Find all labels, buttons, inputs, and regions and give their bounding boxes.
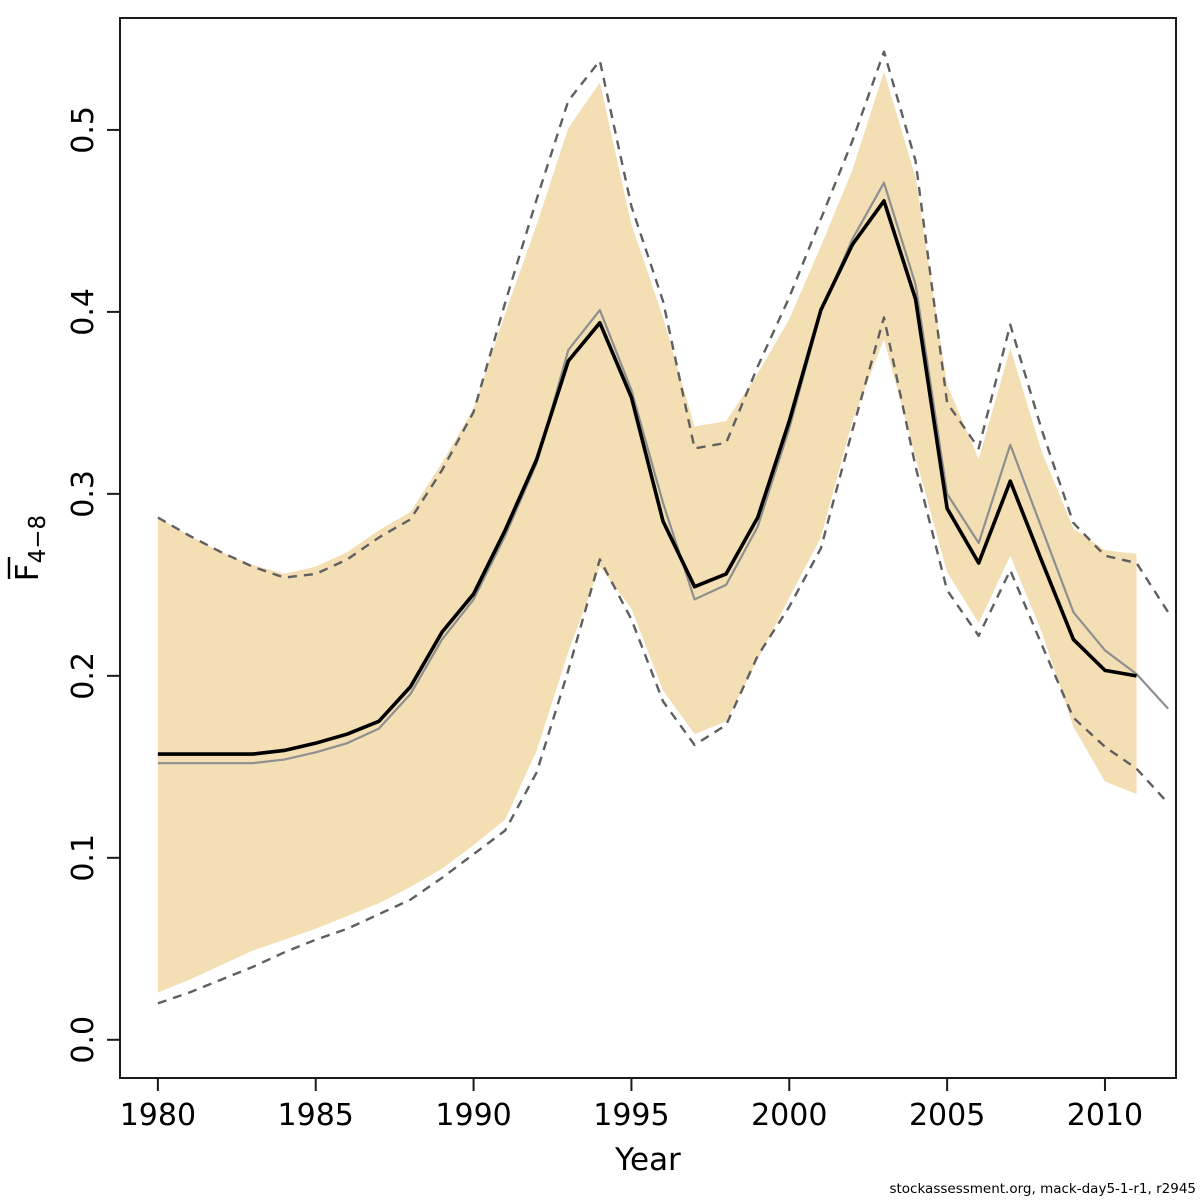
x-tick-label: 1985 [278, 1098, 354, 1133]
estimate-line [157, 199, 1137, 756]
comparison-run-line [157, 181, 1169, 765]
x-tick-label: 1990 [435, 1098, 511, 1133]
y-tick-label: 0.4 [66, 288, 101, 336]
y-tick-label: 0.2 [66, 652, 101, 700]
y-tick-label: 0.5 [66, 106, 101, 154]
x-tick-label: 1995 [593, 1098, 669, 1133]
x-tick-label: 2000 [751, 1098, 827, 1133]
y-tick-label: 0.0 [66, 1016, 101, 1064]
confidence-band [157, 71, 1137, 993]
y-tick-label: 0.3 [66, 470, 101, 518]
x-tick-label: 2005 [909, 1098, 985, 1133]
y-tick-label: 0.1 [66, 834, 101, 882]
source-note: stockassessment.org, mack-day5-1-r1, r29… [889, 1181, 1196, 1197]
ci-lower-dashed [157, 316, 1169, 1005]
plot-border [119, 17, 1177, 1079]
x-tick-label: 1980 [120, 1098, 196, 1133]
x-tick-label: 2010 [1067, 1098, 1143, 1133]
y-axis-title: F4−8 [7, 515, 51, 581]
ci-upper-dashed [157, 50, 1170, 613]
x-axis-title: Year [614, 1142, 681, 1178]
y-axis-title-text: F4−8 [10, 515, 51, 581]
